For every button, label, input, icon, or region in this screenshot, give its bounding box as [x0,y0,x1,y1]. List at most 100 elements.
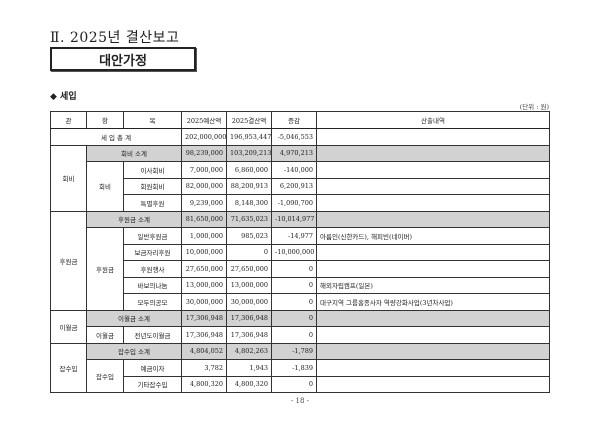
budget-cell: 81,650,000 [181,210,227,228]
page-number: - 18 - [290,397,310,405]
total-row: 세 입 총 계 202,000,000 196,953,447 -5,046,5… [50,128,550,146]
diff-cell: -10,000,000 [271,243,317,261]
diff-cell: 6,200,913 [271,177,317,195]
settled-cell: 17,306,948 [226,326,272,344]
mok-cell: 회원회비 [123,177,182,195]
mok-cell: 전년도이월금 [123,326,182,344]
budget-cell: 3,782 [181,359,227,377]
settled-cell: 1,943 [226,359,272,377]
note-cell [316,260,550,278]
mok-cell: 모두의공모 [123,293,182,311]
settled-cell: 0 [226,243,272,261]
note-cell [316,342,550,360]
note-cell [316,144,550,162]
budget-cell: 4,804,052 [181,342,227,360]
table-row: 모두의공모 30,000,000 30,000,000 0 대구지역 그룹홈종사자 역량… [51,293,550,311]
budget-cell: 10,000,000 [181,243,227,261]
revenue-table: 관 항 목 2025예산액 2025결산액 증감 산출내역 세 입 총 계 20… [50,111,550,393]
mok-cell: 기타잡수입 [123,375,182,393]
gwan-cell: 회비 [50,144,87,212]
header-cell: 산출내역 [316,111,550,129]
hang-cell: 이월금 [86,326,124,344]
note-cell [316,359,550,377]
note-cell: 아름인(신한카드), 해피빈(네이버) [316,227,550,245]
header-cell: 증감 [271,111,317,129]
hang-cell: 회비 [86,161,124,212]
budget-cell: 7,000,000 [181,161,227,179]
diff-cell: -1,839 [271,359,317,377]
table-row: 후원금 일반후원금 1,000,000 985,023 -14,977 아름인(신한카드)… [51,227,550,311]
subtotal-row: 이월금 이월금 소계 17,306,948 17,306,948 0 [50,309,550,344]
budget-cell: 98,239,000 [181,144,227,162]
note-cell [316,177,550,195]
organization-box: 대안가정 [50,47,196,71]
header-cell: 2025결산액 [226,111,272,129]
settled-cell: 103,209,213 [226,144,272,162]
total-label: 세 입 총 계 [50,128,182,146]
note-cell [316,210,550,228]
settled-cell: 6,860,000 [226,161,272,179]
table-row: 회원회비 82,000,000 88,200,913 6,200,913 [51,177,550,195]
diff-cell: 0 [271,375,317,393]
note-cell [316,128,550,146]
table-row: 바보의나눔 13,000,000 13,000,000 0 해외자립캠프(일본) [51,276,550,294]
diff-cell: 0 [271,260,317,278]
gwan-cell: 이월금 [50,309,87,344]
diff-cell: -10,014,977 [271,210,317,228]
mok-cell: 후원행사 [123,260,182,278]
subtotal-label: 회비 소계 [86,144,182,162]
settled-cell: 27,650,000 [226,260,272,278]
table-header: 관 항 목 2025예산액 2025결산액 증감 산출내역 [50,111,550,129]
diff-cell: 0 [271,309,317,327]
diff-cell: -5,046,553 [271,128,317,146]
note-cell [316,309,550,327]
settled-cell: 8,148,300 [226,194,272,212]
diff-cell: -14,977 [271,227,317,245]
settled-cell: 985,023 [226,227,272,245]
table-row: 잡수입 예금이자 3,782 1,943 -1,839 [51,359,550,393]
mok-cell: 특별후원 [123,194,182,212]
diff-cell: -1,789 [271,342,317,360]
diff-cell: 0 [271,293,317,311]
diff-cell: -1,090,700 [271,194,317,212]
subtotal-row: 후원금 후원금 소계 81,650,000 71,635,023 -10,014,977 [50,210,550,311]
header-cell: 목 [123,111,182,129]
note-cell [316,326,550,344]
unit-label: (단위 : 원) [519,103,549,111]
settled-cell: 4,802,263 [226,342,272,360]
diff-cell: 0 [271,276,317,294]
subtotal-label: 후원금 소계 [86,210,182,228]
header-cell: 2025예산액 [181,111,227,129]
diff-cell: -140,000 [271,161,317,179]
table-row: 이월금 전년도이월금 17,306,948 17,306,948 0 [51,326,550,344]
subtotal-label: 이월금 소계 [86,309,182,327]
mok-cell: 이사회비 [123,161,182,179]
settled-cell: 71,635,023 [226,210,272,228]
note-cell: 해외자립캠프(일본) [316,276,550,294]
header-cell: 항 [86,111,124,129]
budget-cell: 9,239,000 [181,194,227,212]
report-title: Ⅱ. 2025년 결산보고 [50,30,180,46]
mok-cell: 일반후원금 [123,227,182,245]
budget-cell: 27,650,000 [181,260,227,278]
header-cell: 관 [50,111,87,129]
subtotal-row: 잡수입 잡수입 소계 4,804,052 4,802,263 -1,789 [50,342,550,393]
note-cell [316,243,550,261]
budget-cell: 1,000,000 [181,227,227,245]
table-row: 보금자리후원 10,000,000 0 -10,000,000 [51,243,550,261]
mok-cell: 바보의나눔 [123,276,182,294]
note-cell [316,161,550,179]
diff-cell: 0 [271,326,317,344]
budget-cell: 13,000,000 [181,276,227,294]
budget-cell: 4,800,320 [181,375,227,393]
subtotal-row: 회비 회비 소계 98,239,000 103,209,213 4,970,213 [50,144,550,212]
budget-cell: 17,306,948 [181,309,227,327]
gwan-cell: 후원금 [50,210,87,311]
hang-cell: 후원금 [86,227,124,311]
budget-cell: 30,000,000 [181,293,227,311]
settled-cell: 196,953,447 [226,128,272,146]
settled-cell: 4,800,320 [226,375,272,393]
mok-cell: 예금이자 [123,359,182,377]
table-row: 기타잡수입 4,800,320 4,800,320 0 [51,375,550,393]
settled-cell: 17,306,948 [226,309,272,327]
